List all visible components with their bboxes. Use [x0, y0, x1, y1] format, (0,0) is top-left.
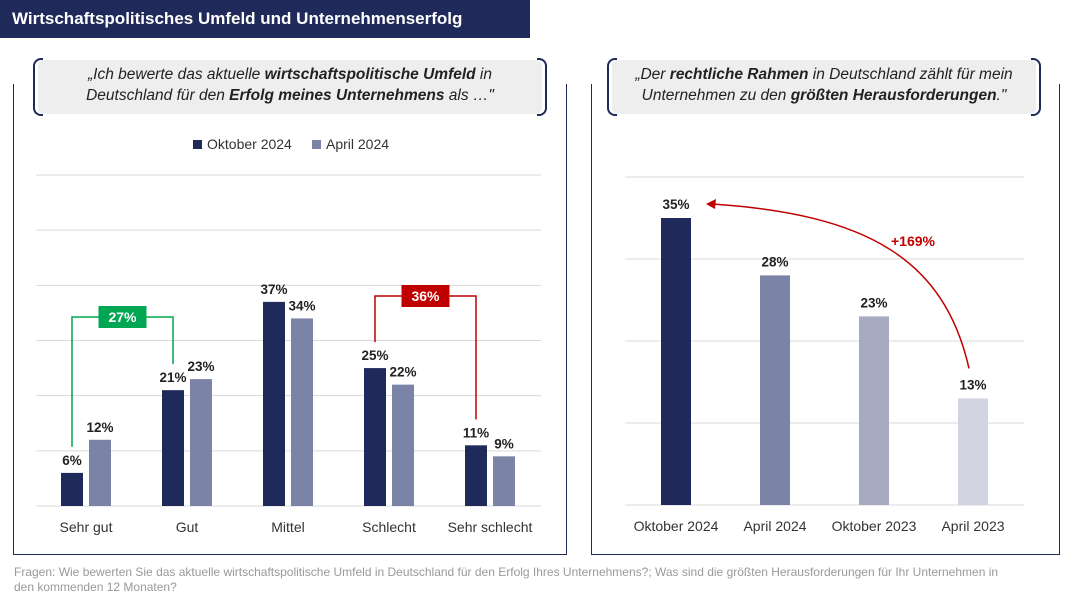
quote-left-l2-post: als …"	[444, 87, 494, 104]
x-tick-label: April 2023	[941, 518, 1004, 534]
quote-right-bracket-open	[607, 58, 617, 116]
bar	[859, 316, 889, 505]
data-label: 13%	[959, 377, 986, 392]
x-tick-label: Mittel	[271, 519, 304, 535]
data-label: 6%	[62, 453, 82, 468]
bar	[263, 301, 285, 506]
data-label: 11%	[463, 425, 489, 440]
legend-swatch	[193, 140, 202, 149]
data-label: 22%	[389, 365, 416, 380]
data-label: 9%	[494, 436, 514, 451]
quote-right-l2-bold: größten Herausforderungen	[790, 87, 997, 104]
growth-arrow	[711, 203, 970, 369]
quote-right-l2-pre: Unternehmen zu den	[641, 87, 791, 104]
legend-swatch	[312, 140, 321, 149]
quote-left-l2-bold: Erfolg meines Unternehmens	[229, 87, 445, 104]
bar	[162, 390, 184, 506]
legend-label: Oktober 2024	[207, 136, 292, 152]
quote-right-l2-post: ."	[996, 87, 1007, 104]
bar	[190, 379, 212, 506]
data-label: 23%	[187, 359, 214, 374]
negative-sum-bracket	[374, 295, 477, 420]
positive-sum-label: 27%	[108, 309, 137, 325]
x-tick-label: April 2024	[743, 518, 806, 534]
bar	[364, 368, 386, 506]
bar	[291, 318, 313, 506]
quote-right: „Der rechtliche Rahmen in Deutschland zä…	[612, 60, 1036, 114]
data-label: 12%	[86, 420, 113, 435]
quote-left-bracket-close	[537, 58, 547, 116]
quote-right-l1-post: in Deutschland zählt für mein	[808, 66, 1013, 83]
negative-sum-label: 36%	[411, 288, 440, 304]
x-tick-label: Sehr gut	[60, 519, 113, 535]
quote-right-l1-bold: rechtliche Rahmen	[669, 66, 809, 83]
quote-left-l1-pre: „Ich bewerte das aktuelle	[87, 66, 265, 83]
bar	[958, 398, 988, 505]
data-label: 34%	[288, 298, 315, 313]
growth-arrowhead	[706, 199, 716, 209]
legend-label: April 2024	[326, 136, 389, 152]
x-tick-label: Oktober 2023	[832, 518, 917, 534]
bar	[89, 439, 111, 506]
bar	[661, 218, 691, 505]
quote-left-l2-pre: Deutschland für den	[86, 87, 230, 104]
quote-right-l1-pre: „Der	[635, 66, 670, 83]
x-tick-label: Schlecht	[362, 519, 416, 535]
bar	[392, 384, 414, 506]
quote-left-l1-bold: wirtschaftspolitische Umfeld	[264, 66, 476, 83]
negative-sum-box	[401, 285, 450, 307]
quote-left: „Ich bewerte das aktuelle wirtschaftspol…	[38, 60, 542, 114]
x-tick-label: Gut	[176, 519, 199, 535]
quote-left-l1-post: in	[475, 66, 492, 83]
data-label: 25%	[361, 348, 388, 363]
bar	[61, 472, 83, 506]
page-title: Wirtschaftspolitisches Umfeld und Untern…	[12, 9, 463, 28]
data-label: 35%	[662, 197, 689, 212]
data-label: 28%	[761, 254, 788, 269]
x-tick-label: Oktober 2024	[634, 518, 719, 534]
bar	[493, 456, 515, 506]
footer-note: Fragen: Wie bewerten Sie das aktuelle wi…	[14, 565, 999, 594]
x-tick-label: Sehr schlecht	[448, 519, 533, 535]
growth-label: +169%	[891, 233, 936, 249]
positive-sum-box	[98, 306, 147, 328]
quote-left-bracket-open	[33, 58, 43, 116]
data-label: 37%	[260, 282, 287, 297]
title-bar: Wirtschaftspolitisches Umfeld und Untern…	[0, 0, 530, 38]
bar	[760, 275, 790, 505]
bar	[465, 445, 487, 506]
quote-right-bracket-close	[1031, 58, 1041, 116]
data-label: 23%	[860, 295, 887, 310]
data-label: 21%	[159, 370, 186, 385]
